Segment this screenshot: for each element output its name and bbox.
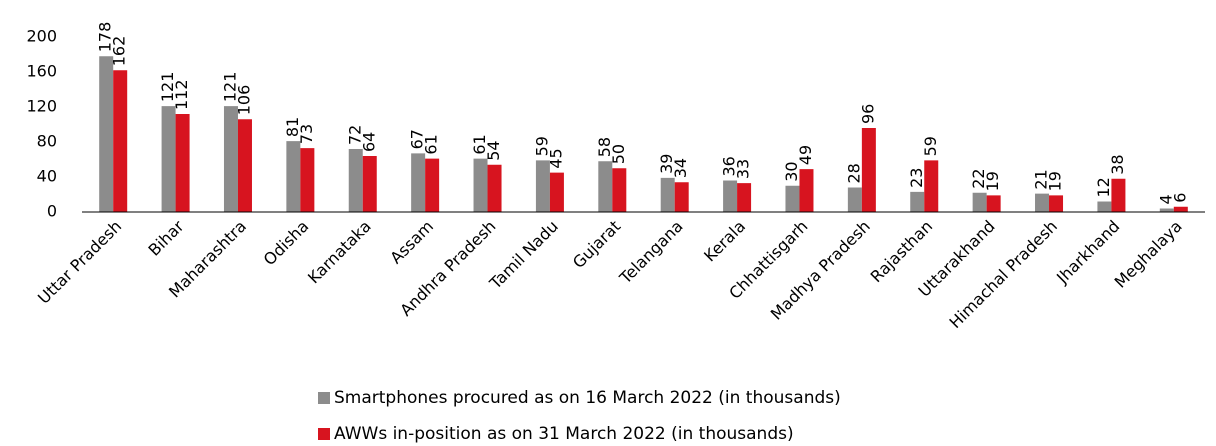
bar	[113, 70, 128, 212]
data-label: 36	[720, 156, 739, 176]
bar	[612, 168, 627, 212]
legend-label: Smartphones procured as on 16 March 2022…	[334, 388, 841, 408]
data-label: 12	[1094, 177, 1113, 197]
legend-swatch	[318, 392, 330, 404]
data-label: 23	[907, 168, 926, 188]
bar	[487, 164, 502, 212]
data-label: 6	[1170, 193, 1189, 203]
bar	[1111, 178, 1126, 212]
bar	[549, 172, 564, 212]
bar	[785, 185, 800, 212]
legend-swatch	[318, 428, 330, 440]
bar	[723, 180, 738, 212]
bar	[799, 169, 814, 212]
bar	[972, 192, 987, 212]
y-tick-label: 40	[37, 167, 57, 186]
data-label: 45	[546, 148, 565, 168]
data-label: 49	[796, 145, 815, 165]
data-label: 73	[297, 124, 316, 144]
x-tick-label: Bihar	[144, 216, 187, 259]
data-label: 81	[283, 117, 302, 137]
bar	[99, 56, 114, 212]
bar	[237, 119, 252, 212]
bar	[223, 106, 238, 212]
bar	[986, 195, 1001, 212]
data-label: 50	[609, 144, 628, 164]
y-tick-label: 0	[47, 202, 57, 221]
data-label: 4	[1156, 194, 1175, 204]
bar	[924, 160, 939, 212]
bar	[847, 187, 862, 212]
bar	[1173, 206, 1188, 212]
bar	[1097, 201, 1112, 212]
data-label: 72	[345, 125, 364, 145]
data-label: 39	[657, 154, 676, 174]
y-tick-label: 80	[37, 132, 57, 151]
bar	[1035, 193, 1050, 212]
x-tick-label: Assam	[386, 217, 437, 268]
x-tick-label: Meghalaya	[1111, 217, 1186, 292]
bar	[1159, 208, 1174, 212]
bar	[425, 158, 440, 212]
data-label: 61	[470, 134, 489, 154]
bar	[348, 149, 363, 212]
data-label: 67	[408, 129, 427, 149]
data-label: 54	[484, 140, 503, 160]
bar	[286, 141, 301, 212]
data-label: 162	[110, 36, 129, 67]
bar	[861, 128, 876, 212]
data-label: 106	[234, 85, 253, 116]
data-label: 19	[1046, 171, 1065, 191]
bar	[737, 183, 752, 212]
x-tick-label: Odisha	[260, 217, 313, 270]
data-label: 28	[844, 163, 863, 183]
data-label: 121	[158, 72, 177, 103]
bar	[411, 153, 426, 212]
data-label: 61	[422, 134, 441, 154]
data-label: 19	[983, 171, 1002, 191]
data-label: 22	[969, 168, 988, 188]
x-tick-label: Karnataka	[304, 217, 375, 288]
bar	[598, 161, 613, 212]
bar	[674, 182, 689, 212]
data-label: 21	[1032, 169, 1051, 189]
bar	[910, 191, 925, 212]
bar	[161, 106, 176, 212]
x-tick-label: Kerala	[700, 217, 749, 266]
x-tick-label: Uttar Pradesh	[34, 217, 125, 308]
x-tick-label: Gujarat	[569, 217, 624, 272]
bar	[535, 160, 550, 212]
x-tick-label: Telangana	[615, 217, 687, 289]
data-label: 59	[921, 136, 940, 156]
bar	[660, 177, 675, 212]
data-label: 59	[532, 136, 551, 156]
bar	[300, 148, 315, 212]
legend-label: AWWs in-position as on 31 March 2022 (in…	[334, 424, 794, 444]
data-label: 64	[359, 132, 378, 152]
data-label: 96	[858, 104, 877, 124]
data-label: 112	[172, 79, 191, 110]
y-tick-label: 160	[26, 62, 57, 81]
data-label: 30	[782, 161, 801, 181]
data-label: 38	[1108, 154, 1127, 174]
bar	[473, 158, 488, 212]
data-label: 33	[734, 159, 753, 179]
bar	[175, 114, 190, 212]
y-tick-label: 120	[26, 97, 57, 116]
x-tick-label: Himachal Pradesh	[946, 217, 1062, 333]
bar	[1049, 195, 1064, 212]
data-label: 58	[595, 137, 614, 157]
data-label: 34	[671, 158, 690, 178]
y-tick-label: 200	[26, 27, 57, 46]
bar	[362, 156, 377, 212]
data-label: 178	[96, 22, 115, 53]
data-label: 121	[220, 72, 239, 103]
